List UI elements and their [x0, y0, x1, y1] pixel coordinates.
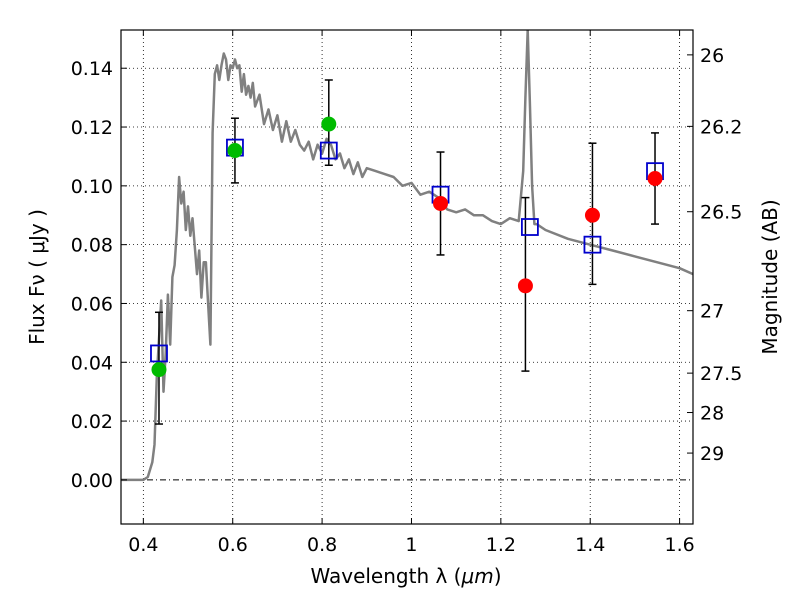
- x-tick-label: 1.4: [575, 534, 605, 556]
- plot-area: [121, 30, 693, 482]
- observed-flux-point: [584, 207, 600, 223]
- y-tick-label: 0.04: [71, 352, 113, 374]
- observed-flux-point: [321, 116, 337, 132]
- marker-layer: [150, 79, 664, 425]
- y-tick-label: 0.14: [71, 58, 113, 80]
- right-tick-label: 29: [700, 443, 724, 465]
- observed-flux-point: [151, 362, 167, 378]
- plot-frame: [120, 29, 694, 525]
- model-photometry-square: [520, 218, 539, 236]
- y-tick-label: 0.06: [71, 293, 113, 315]
- x-tick-label: 0.8: [307, 534, 337, 556]
- x-tick-label: 1.6: [664, 534, 694, 556]
- observed-flux-point: [227, 143, 243, 159]
- right-tick-label: 26: [700, 45, 724, 67]
- y-tick-label: 0.12: [71, 117, 113, 139]
- observed-flux-point: [517, 278, 533, 294]
- observed-flux-point: [647, 170, 663, 186]
- tick-marks: [121, 30, 693, 524]
- right-axis-label: Magnitude (AB): [758, 199, 782, 354]
- right-tick-label: 26.5: [700, 202, 742, 224]
- observed-flux-point: [433, 195, 449, 211]
- x-tick-label: 0.6: [218, 534, 248, 556]
- right-tick-label: 27.5: [700, 363, 742, 385]
- right-tick-label: 26.2: [700, 116, 742, 138]
- y-tick-label: 0.08: [71, 235, 113, 257]
- model-spectrum-line: [121, 30, 693, 482]
- y-tick-label: 0.00: [71, 470, 113, 492]
- x-tick-label: 0.4: [128, 534, 158, 556]
- y-tick-label: 0.10: [71, 176, 113, 198]
- x-tick-label: 1: [405, 534, 417, 556]
- y-axis-label: Flux Fν ( μJy ): [25, 209, 49, 345]
- model-photometry-square: [583, 235, 602, 254]
- right-tick-label: 28: [700, 403, 724, 425]
- model-photometry-square: [319, 141, 338, 160]
- model-photometry-square: [150, 344, 168, 363]
- y-tick-label: 0.02: [71, 411, 113, 433]
- tick-labels: 0.4 0.6 0.8 1 1.2 1.4 1.6 0.00 0.02 0.04 0.06 0.08 0…: [71, 45, 743, 556]
- grid-lines: [121, 30, 693, 524]
- right-tick-label: 27: [700, 301, 724, 323]
- x-axis-label: Wavelength λ (μm): [310, 564, 501, 588]
- x-tick-label: 1.2: [486, 534, 516, 556]
